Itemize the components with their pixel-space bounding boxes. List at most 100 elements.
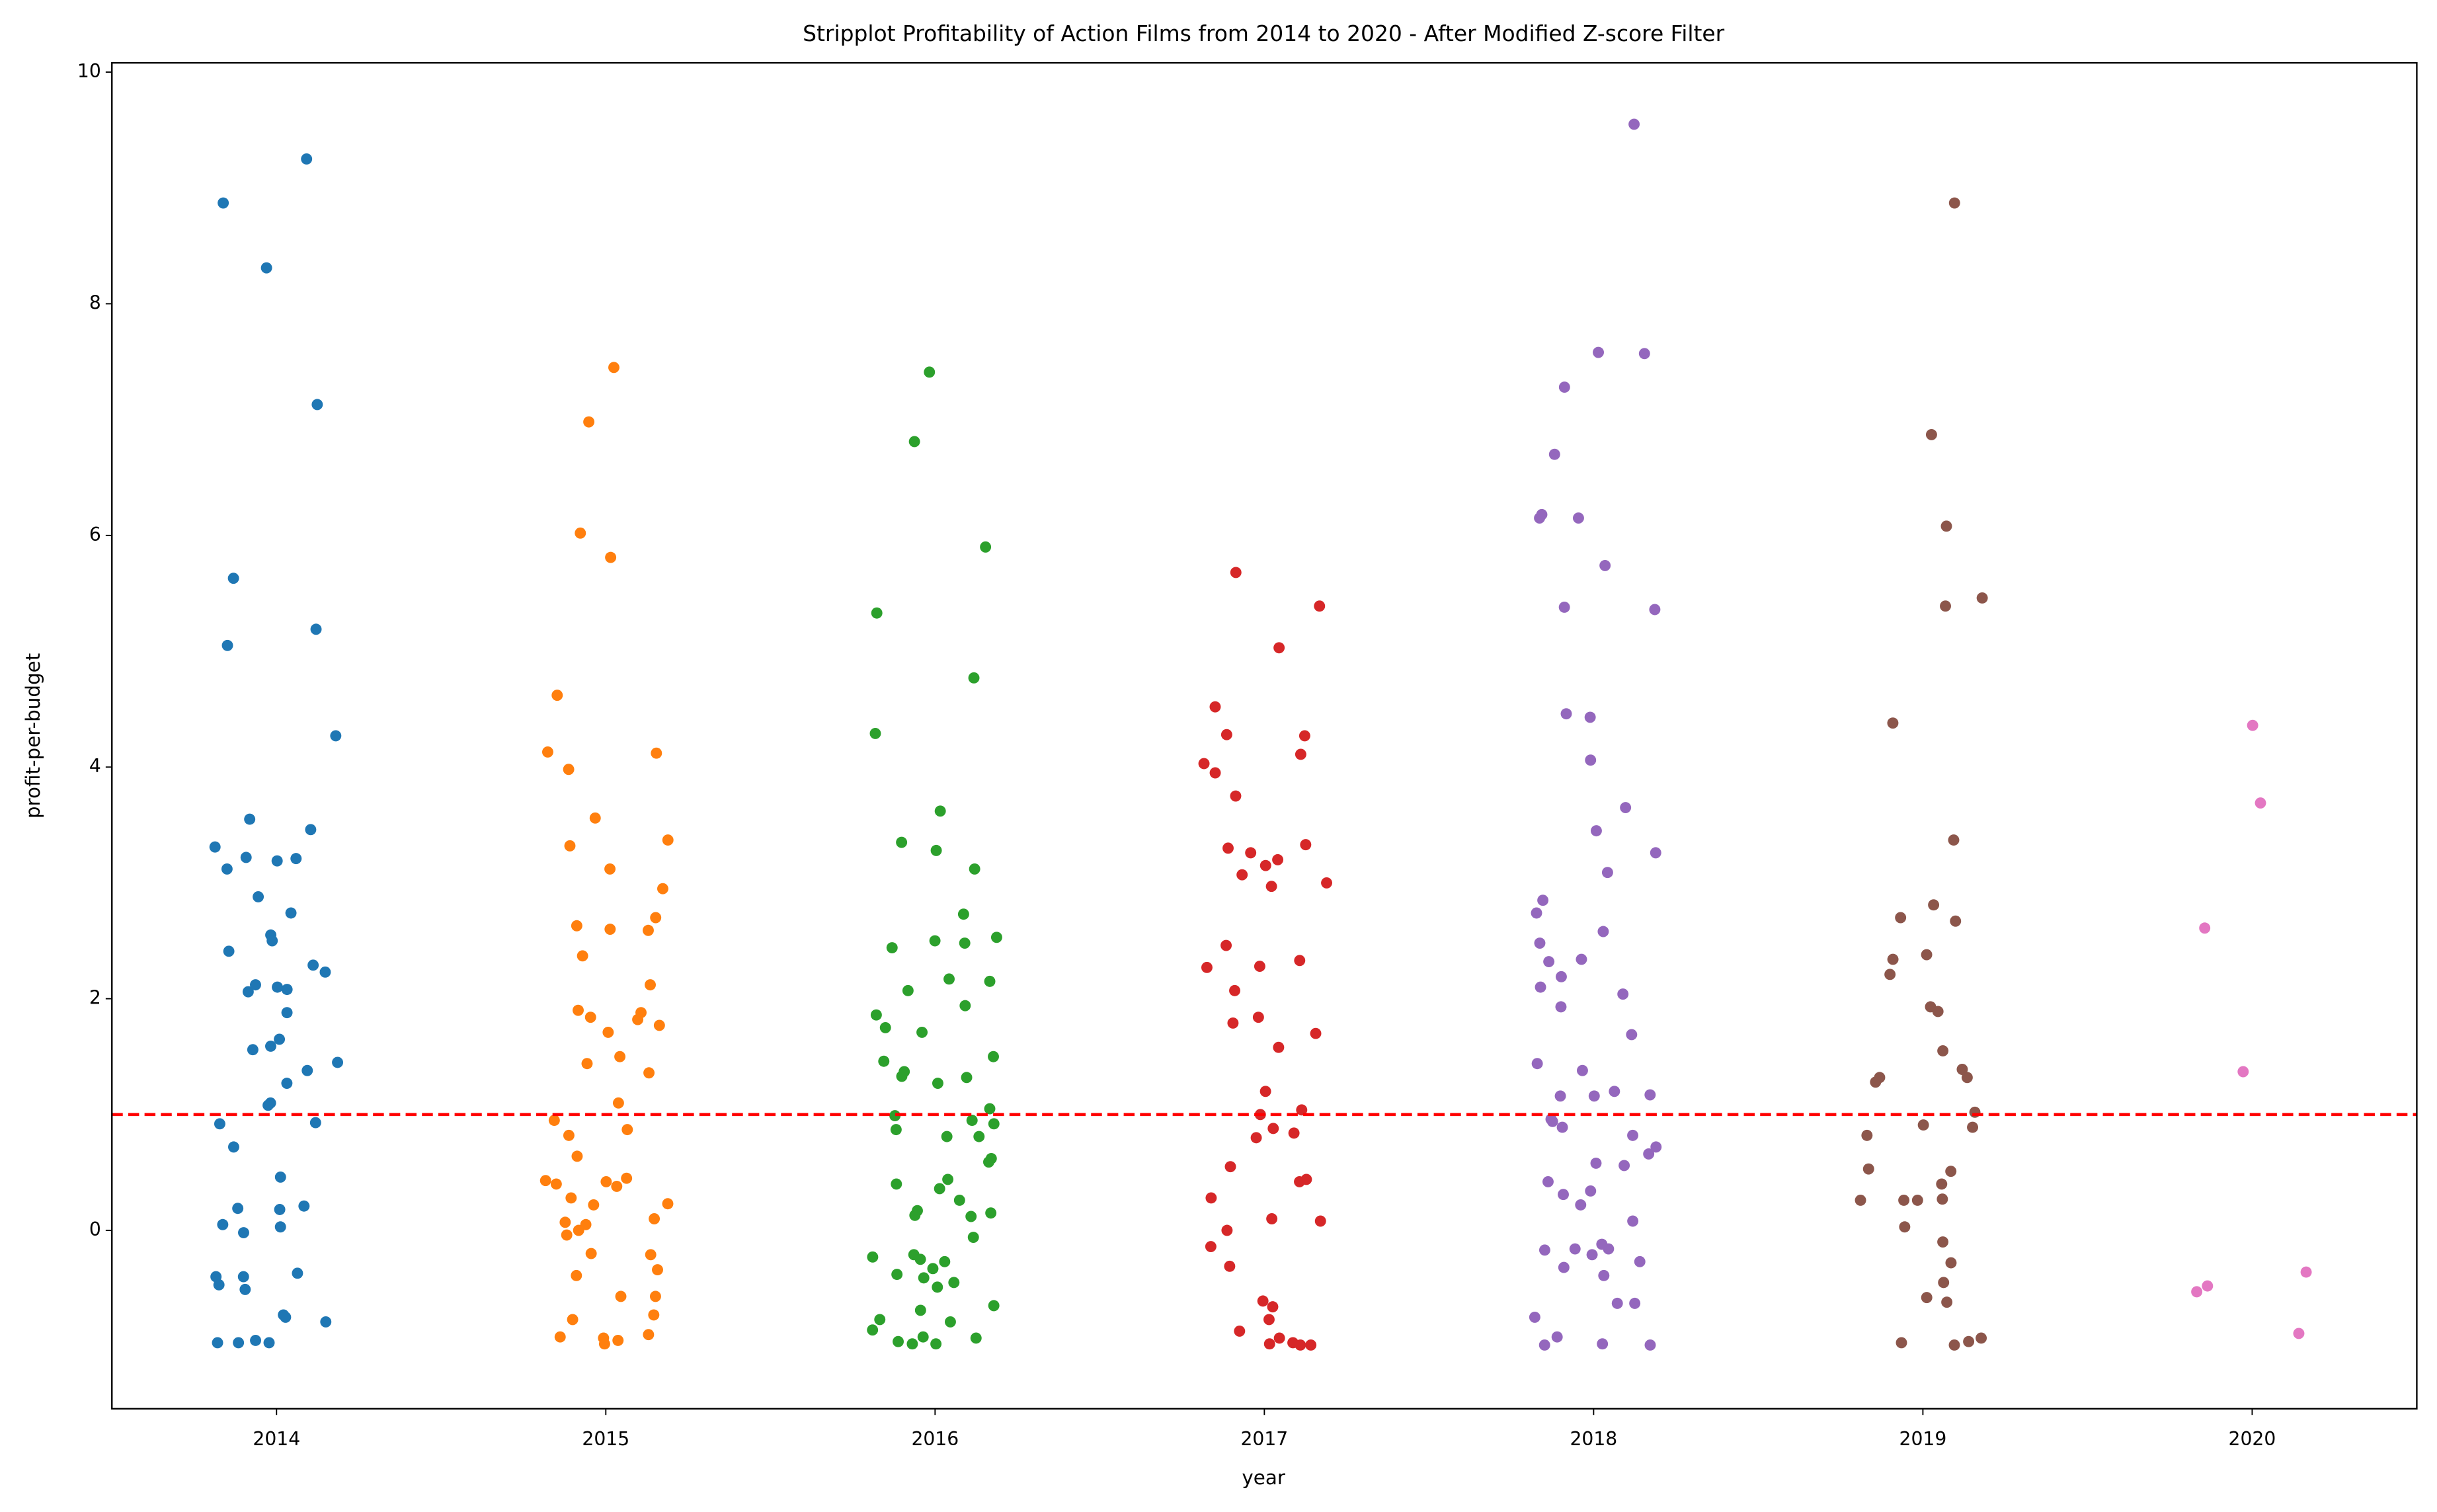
point bbox=[1245, 847, 1257, 859]
point bbox=[237, 1271, 249, 1283]
point bbox=[1201, 961, 1213, 973]
x-axis-label: year bbox=[1242, 1466, 1285, 1489]
point bbox=[1921, 1292, 1933, 1304]
point bbox=[1221, 1224, 1233, 1236]
point bbox=[577, 950, 588, 962]
point bbox=[573, 1224, 584, 1236]
point bbox=[1305, 1339, 1317, 1351]
point bbox=[1644, 1339, 1656, 1351]
point bbox=[281, 1078, 293, 1089]
point bbox=[984, 1103, 996, 1115]
point bbox=[1899, 1221, 1911, 1233]
point bbox=[1543, 956, 1555, 968]
point bbox=[600, 1175, 612, 1187]
point bbox=[643, 924, 654, 936]
point bbox=[539, 1175, 551, 1187]
x-tick-label: 2015 bbox=[582, 1428, 629, 1450]
point bbox=[584, 1012, 596, 1023]
point bbox=[608, 362, 619, 374]
point bbox=[1611, 1297, 1623, 1309]
point bbox=[1542, 1175, 1554, 1187]
point bbox=[292, 1267, 303, 1279]
point bbox=[1921, 949, 1933, 961]
point bbox=[1294, 1175, 1305, 1187]
point bbox=[266, 935, 278, 947]
point bbox=[1617, 988, 1629, 1000]
point bbox=[1224, 1260, 1236, 1272]
point bbox=[1551, 1331, 1563, 1343]
point bbox=[1938, 1277, 1950, 1289]
point bbox=[1644, 1089, 1656, 1101]
point bbox=[1266, 1213, 1278, 1224]
point bbox=[1937, 1236, 1949, 1248]
point bbox=[585, 1248, 597, 1259]
point bbox=[1298, 730, 1310, 742]
point bbox=[1575, 1199, 1587, 1211]
point bbox=[889, 1110, 901, 1122]
point bbox=[2300, 1266, 2312, 1278]
point bbox=[2255, 797, 2266, 809]
point bbox=[1546, 1115, 1558, 1127]
point bbox=[565, 1192, 577, 1204]
point bbox=[914, 1253, 926, 1265]
point bbox=[1855, 1195, 1866, 1206]
point bbox=[871, 607, 883, 619]
point bbox=[1300, 839, 1312, 851]
point bbox=[649, 1291, 661, 1302]
point bbox=[233, 1337, 245, 1349]
point bbox=[1586, 1249, 1598, 1261]
point bbox=[1626, 1029, 1638, 1041]
point bbox=[1887, 717, 1899, 729]
point bbox=[1940, 600, 1951, 612]
point bbox=[1534, 512, 1546, 524]
point bbox=[906, 1338, 918, 1350]
point bbox=[1558, 602, 1570, 613]
point bbox=[650, 912, 662, 924]
point bbox=[1252, 1012, 1264, 1023]
point bbox=[959, 1000, 971, 1012]
point bbox=[965, 1211, 977, 1222]
point bbox=[242, 986, 254, 998]
point bbox=[651, 747, 662, 759]
x-tick-label: 2014 bbox=[253, 1428, 300, 1450]
point bbox=[1198, 758, 1210, 770]
point bbox=[571, 1150, 583, 1162]
point bbox=[232, 1203, 244, 1214]
point bbox=[272, 981, 284, 993]
point bbox=[643, 1067, 655, 1079]
point bbox=[1220, 939, 1232, 951]
point bbox=[902, 984, 914, 996]
point bbox=[1963, 1335, 1975, 1347]
point bbox=[301, 153, 313, 165]
point bbox=[209, 841, 221, 853]
point bbox=[589, 812, 601, 824]
point bbox=[1558, 1261, 1570, 1273]
x-tick-label: 2016 bbox=[911, 1428, 959, 1450]
point bbox=[1585, 1185, 1597, 1197]
point bbox=[982, 1156, 994, 1168]
point bbox=[969, 863, 980, 875]
point bbox=[1590, 1157, 1602, 1169]
point bbox=[1229, 984, 1240, 996]
point bbox=[1265, 881, 1277, 893]
point bbox=[1205, 1192, 1217, 1204]
point bbox=[559, 1216, 571, 1228]
point bbox=[1649, 604, 1661, 616]
point bbox=[602, 1026, 614, 1038]
point bbox=[1925, 428, 1937, 440]
point bbox=[1627, 1129, 1638, 1141]
y-tick-label: 10 bbox=[77, 60, 101, 82]
point bbox=[1650, 847, 1661, 859]
x-tick-label: 2020 bbox=[2229, 1428, 2276, 1450]
point bbox=[1295, 1339, 1306, 1351]
point bbox=[239, 1283, 251, 1295]
point bbox=[959, 937, 971, 949]
point bbox=[1314, 600, 1326, 612]
point bbox=[1222, 842, 1234, 854]
point bbox=[932, 1078, 943, 1089]
point bbox=[918, 1272, 930, 1284]
point bbox=[1870, 1076, 1882, 1088]
point bbox=[1272, 854, 1284, 865]
point bbox=[571, 920, 582, 932]
point bbox=[1294, 955, 1306, 967]
